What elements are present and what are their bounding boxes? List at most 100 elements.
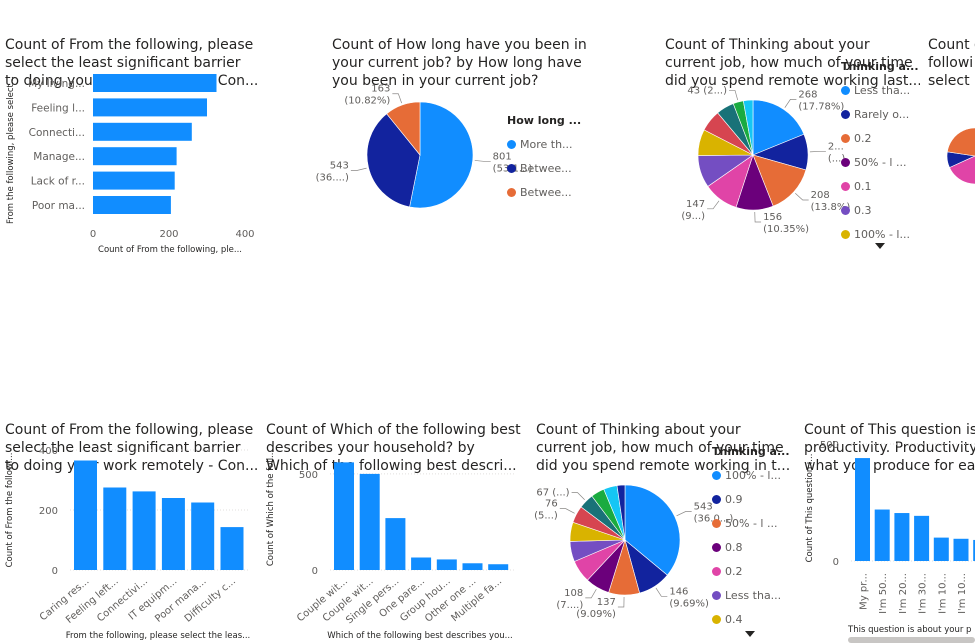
y-tick-label: 0 — [52, 566, 58, 577]
leader-line — [617, 596, 625, 608]
category-label: Poor ma... — [32, 200, 85, 212]
pie-slice-2[interactable] — [752, 154, 807, 207]
bar-2[interactable] — [385, 518, 406, 570]
chart-v3-pie[interactable]: 268(17.78%) 2...(...) 208(13.8%) 156(10.35%… — [660, 75, 850, 235]
bar-5[interactable] — [93, 196, 171, 214]
bar-1[interactable] — [93, 98, 207, 117]
pie-slice-11[interactable] — [616, 484, 626, 541]
y-axis-title: Count of Which of the foll... — [266, 450, 276, 566]
leader-line — [729, 90, 739, 101]
bar-6[interactable] — [973, 539, 975, 561]
chart-v8-bar[interactable]: 0 500 My pr... I'm 50... I'm 20... I'm 30... I… — [800, 440, 975, 643]
y-tick-label: 0 — [833, 557, 839, 568]
x-axis-title: Which of the following best describes yo… — [327, 631, 513, 641]
legend-item[interactable]: 0.4 — [712, 607, 790, 631]
legend-item[interactable]: 50% - l ... — [712, 511, 790, 535]
legend-item[interactable]: 50% - l ... — [841, 150, 919, 174]
legend-title: Thinking a... — [841, 60, 919, 73]
y-tick-label: 500 — [299, 470, 318, 481]
bar-4[interactable] — [191, 502, 215, 571]
legend-scroll-down-icon[interactable] — [875, 243, 885, 249]
pie-slice-1[interactable] — [366, 113, 421, 208]
bar-5[interactable] — [220, 527, 244, 570]
horizontal-scrollbar[interactable] — [848, 637, 975, 643]
legend-item[interactable]: 100% - l... — [712, 463, 790, 487]
y-tick-label: 200 — [39, 506, 58, 517]
legend-item[interactable]: Less tha... — [841, 78, 919, 102]
pie-slice-1[interactable] — [946, 127, 975, 179]
bar-0[interactable] — [74, 460, 97, 571]
legend-item[interactable]: 100% - l... — [841, 222, 919, 246]
bar-5[interactable] — [953, 538, 969, 561]
category-label: Lack of r... — [31, 176, 85, 188]
y-tick-label: 400 — [39, 446, 58, 457]
pie-slice-2[interactable] — [386, 101, 421, 156]
data-label-percent: (7....) — [556, 600, 583, 611]
data-label-percent: (9.69%) — [669, 598, 709, 609]
x-tick-label: 400 — [235, 229, 254, 240]
category-label: My pr... — [859, 573, 870, 610]
legend-item[interactable]: 0.2 — [712, 559, 790, 583]
data-label: 146 — [669, 586, 688, 597]
category-label: Manage... — [33, 151, 85, 163]
chart-v7-pie[interactable]: 543(36.0...)146(9.69%)137(9.09%)108(7...… — [530, 470, 733, 620]
legend-item[interactable]: Betwee... — [507, 180, 581, 204]
chart-v1-hbar[interactable]: My living... Feeling l... Connecti... Manag… — [0, 58, 265, 258]
pie-slice-0[interactable] — [409, 101, 474, 209]
bar-4[interactable] — [93, 171, 175, 190]
x-tick-label: 200 — [159, 229, 178, 240]
bar-2[interactable] — [93, 122, 192, 141]
legend-item[interactable]: 0.3 — [841, 198, 919, 222]
chart-v4-pie[interactable]: 275(18...) — [920, 120, 975, 200]
data-label-percent: (5...) — [534, 511, 558, 522]
data-label: 801 — [493, 151, 512, 162]
legend-item[interactable]: 0.2 — [841, 126, 919, 150]
pie-slice-10[interactable] — [742, 99, 754, 156]
bar-3[interactable] — [161, 498, 185, 570]
legend-item[interactable]: Betwee... — [507, 156, 581, 180]
data-label: 76 — [545, 499, 558, 510]
bar-3[interactable] — [411, 557, 432, 570]
bar-3[interactable] — [914, 515, 930, 561]
category-label: I'm 10... — [957, 573, 968, 614]
bar-4[interactable] — [933, 537, 949, 561]
bar-2[interactable] — [132, 491, 156, 570]
legend-item[interactable]: Rarely o... — [841, 102, 919, 126]
legend-scroll-down-icon[interactable] — [745, 631, 755, 637]
bar-2[interactable] — [894, 513, 910, 561]
legend-item[interactable]: More th... — [507, 132, 581, 156]
x-axis-title: This question is about your p — [847, 625, 971, 635]
legend-title: Thinking a... — [712, 445, 790, 458]
bar-0[interactable] — [93, 74, 217, 92]
pie-slice-0[interactable] — [752, 99, 805, 156]
legend-item[interactable]: 0.9 — [712, 487, 790, 511]
visual-title-6: Count of Which of the following best desc… — [266, 422, 521, 474]
chart-v2-pie[interactable]: 801(53.1...)543(36....)163(10.82%) — [316, 75, 532, 225]
legend-item[interactable]: 0.1 — [841, 174, 919, 198]
category-label: I'm 50... — [878, 573, 889, 614]
pie-slice-0[interactable] — [624, 484, 681, 576]
pie-slice-2[interactable] — [949, 155, 975, 185]
bar-4[interactable] — [436, 559, 457, 570]
bar-3[interactable] — [93, 147, 177, 166]
data-label-percent: (...) — [828, 153, 845, 164]
data-label: 268 — [798, 89, 817, 100]
bar-5[interactable] — [462, 563, 483, 570]
leader-line — [754, 211, 762, 223]
legend-item[interactable]: 0.8 — [712, 535, 790, 559]
bar-1[interactable] — [359, 473, 380, 570]
leader-line — [392, 93, 402, 104]
leader-line — [676, 511, 692, 517]
bar-1[interactable] — [103, 487, 127, 571]
legend-item[interactable]: Less tha... — [712, 583, 790, 607]
data-label: 43 (2...) — [687, 85, 727, 96]
bar-0[interactable] — [855, 458, 870, 561]
y-tick-label: 0 — [312, 566, 318, 577]
category-label: Connecti... — [29, 127, 85, 139]
bar-0[interactable] — [334, 462, 354, 570]
category-label: I'm 10... — [937, 573, 948, 614]
bar-6[interactable] — [488, 564, 509, 570]
bar-1[interactable] — [874, 509, 890, 561]
